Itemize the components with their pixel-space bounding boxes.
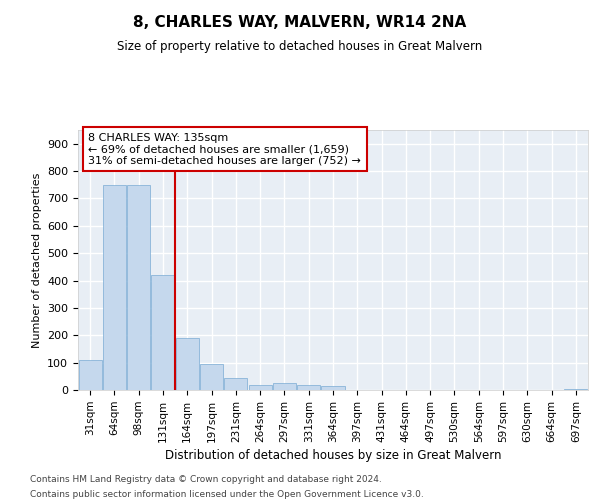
X-axis label: Distribution of detached houses by size in Great Malvern: Distribution of detached houses by size …: [165, 449, 501, 462]
Bar: [322, 386, 344, 390]
Bar: [273, 383, 296, 390]
Bar: [127, 184, 150, 390]
Bar: [151, 275, 175, 390]
Bar: [200, 364, 223, 390]
Bar: [103, 184, 126, 390]
Bar: [248, 384, 272, 390]
Bar: [79, 360, 101, 390]
Bar: [297, 384, 320, 390]
Text: 8 CHARLES WAY: 135sqm
← 69% of detached houses are smaller (1,659)
31% of semi-d: 8 CHARLES WAY: 135sqm ← 69% of detached …: [88, 132, 361, 166]
Bar: [565, 388, 587, 390]
Text: Size of property relative to detached houses in Great Malvern: Size of property relative to detached ho…: [118, 40, 482, 53]
Text: 8, CHARLES WAY, MALVERN, WR14 2NA: 8, CHARLES WAY, MALVERN, WR14 2NA: [133, 15, 467, 30]
Bar: [176, 338, 199, 390]
Y-axis label: Number of detached properties: Number of detached properties: [32, 172, 41, 348]
Text: Contains public sector information licensed under the Open Government Licence v3: Contains public sector information licen…: [30, 490, 424, 499]
Bar: [224, 378, 247, 390]
Text: Contains HM Land Registry data © Crown copyright and database right 2024.: Contains HM Land Registry data © Crown c…: [30, 475, 382, 484]
